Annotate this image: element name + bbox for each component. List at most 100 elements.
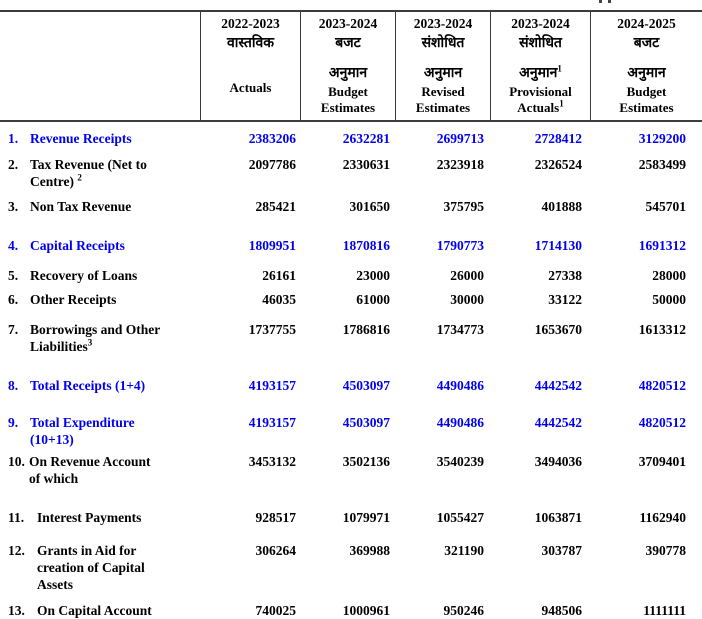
text: अनुमान	[423, 66, 463, 81]
cell-value: 2326524	[534, 157, 582, 172]
row-number: 7.	[8, 322, 19, 337]
cell-value: 545701	[645, 199, 687, 214]
column-year-label: 2023-2024	[318, 16, 378, 31]
row-label: 1. Revenue Receipts	[0, 130, 200, 147]
row-label: 10. On Revenue Account of which	[0, 453, 200, 487]
column-english-label: Revised	[421, 84, 465, 99]
column-hindi-label: संशोधित	[421, 36, 465, 51]
row-label-line: Capital Receipts	[30, 237, 125, 254]
row-label: 5. Recovery of Loans	[0, 267, 200, 284]
text: On Revenue Account	[29, 454, 151, 469]
column-english-label-2: Estimates	[416, 100, 470, 116]
cell-value: 2632281	[342, 131, 390, 146]
column-year-label: 2024-2025	[617, 16, 676, 31]
row-label: 4. Capital Receipts	[0, 237, 200, 254]
cell-value: 4442542	[534, 415, 582, 430]
column-hindi-label-2: अनुमान1	[519, 63, 562, 84]
text: On Capital Account	[37, 603, 152, 618]
row-label-line: Total Expenditure	[30, 414, 135, 431]
cell-value: 401888	[541, 199, 583, 214]
cell-value: 390778	[645, 543, 687, 558]
cell-value: 375795	[443, 199, 485, 214]
cell-value: 30000	[450, 292, 484, 307]
cell-value: 1734773	[436, 322, 484, 337]
table-row: 11. Interest Payments 928517 1079971 1055427…	[0, 509, 702, 526]
cell-value: 2583499	[638, 157, 686, 172]
row-label-header-cell	[0, 12, 200, 120]
column-hindi-label-2: अनुमान	[627, 63, 665, 84]
cell-value: 306264	[255, 543, 297, 558]
text: Tax Revenue (Net to	[30, 157, 147, 172]
superscript-note-ref: 1	[557, 63, 562, 74]
row-label-text: Total Expenditure (10+13)	[30, 414, 135, 448]
row-label-line: Liabilities3	[30, 338, 160, 355]
text: Estimates	[320, 99, 376, 115]
column-header: 2023-2024 संशोधित अनुमान Revised Estimates	[395, 12, 490, 120]
cell-value: 321190	[444, 543, 484, 558]
row-label-line: On Capital Account	[37, 602, 152, 619]
row-label-text: On Capital Account	[37, 602, 152, 619]
cell-value: 27338	[548, 268, 582, 283]
row-label-text: Revenue Receipts	[30, 130, 132, 147]
row-label-text: Recovery of Loans	[30, 267, 137, 284]
cell-value: 3494036	[534, 454, 582, 469]
text: Revenue Receipts	[30, 131, 132, 146]
column-year-label: 2022-2023	[221, 16, 280, 31]
text: Interest Payments	[37, 510, 142, 525]
table-row: 4. Capital Receipts 1809951 1870816 1790773 1…	[0, 237, 702, 254]
row-label: 6. Other Receipts	[0, 291, 200, 308]
cell-value: 4503097	[342, 415, 390, 430]
table-header: 2022-2023 वास्तविक Actuals 2023-2024 बजट अनुम…	[0, 10, 702, 122]
row-number: 11.	[8, 510, 25, 525]
cell-value: 1162940	[639, 510, 686, 525]
row-label-line: Borrowings and Other	[30, 321, 160, 338]
cell-value: 1786816	[342, 322, 390, 337]
cell-value: 3129200	[638, 131, 686, 146]
text: (10+13)	[30, 432, 74, 447]
text: Estimates	[415, 99, 471, 115]
row-label: 11. Interest Payments	[0, 509, 200, 526]
column-header: 2024-2025 बजट अनुमान Budget Estimates	[590, 12, 702, 120]
cell-value: 2330631	[342, 157, 390, 172]
text: Grants in Aid for	[37, 543, 137, 558]
row-label: 2. Tax Revenue (Net to Centre) 2	[0, 156, 200, 190]
row-label-text: Grants in Aid for creation of Capital Asse…	[37, 542, 145, 593]
column-hindi-label: वास्तविक	[227, 36, 274, 51]
row-label-line: (10+13)	[30, 431, 135, 448]
table-row: 13. On Capital Account 740025 1000961 950246…	[0, 602, 702, 619]
row-number: 9.	[8, 415, 19, 430]
column-header: 2023-2024 बजट अनुमान Budget Estimates	[300, 12, 395, 120]
column-english-label-2: Estimates	[321, 100, 375, 116]
cell-value: 740025	[255, 603, 297, 618]
table-row: 5. Recovery of Loans 26161 23000 26000 27338 2…	[0, 267, 702, 284]
cell-value: 23000	[356, 268, 390, 283]
column-hindi-label: बजट	[633, 36, 660, 51]
row-label-line: Revenue Receipts	[30, 130, 132, 147]
cell-value: 1691312	[638, 238, 686, 253]
column-hindi-label: बजट	[335, 36, 361, 51]
cell-value: 285421	[255, 199, 297, 214]
superscript-note-ref: 2	[77, 172, 82, 183]
text: Assets	[37, 577, 73, 592]
text: Other Receipts	[30, 292, 117, 307]
row-number: 5.	[8, 268, 19, 283]
cell-value: 1055427	[436, 510, 484, 525]
row-label-line: of which	[29, 470, 151, 487]
column-hindi-label-2: अनुमान	[424, 63, 462, 84]
cell-value: 1063871	[534, 510, 582, 525]
cell-value: 928517	[255, 510, 297, 525]
row-label: 7. Borrowings and Other Liabilities3	[0, 321, 200, 355]
row-label-line: Total Receipts (1+4)	[30, 377, 145, 394]
row-number: 1.	[8, 131, 19, 146]
text: Actuals	[517, 99, 560, 115]
column-year-label: 2023-2024	[413, 16, 473, 31]
row-label-line: On Revenue Account	[29, 453, 151, 470]
column-english-label: Provisional	[509, 84, 572, 99]
cell-value: 4503097	[342, 378, 390, 393]
row-label-text: Other Receipts	[30, 291, 116, 308]
row-label-text: Interest Payments	[37, 509, 141, 526]
row-label-text: Total Receipts (1+4)	[30, 377, 145, 394]
cell-value: 4193157	[248, 378, 296, 393]
cell-value: 1790773	[436, 238, 484, 253]
